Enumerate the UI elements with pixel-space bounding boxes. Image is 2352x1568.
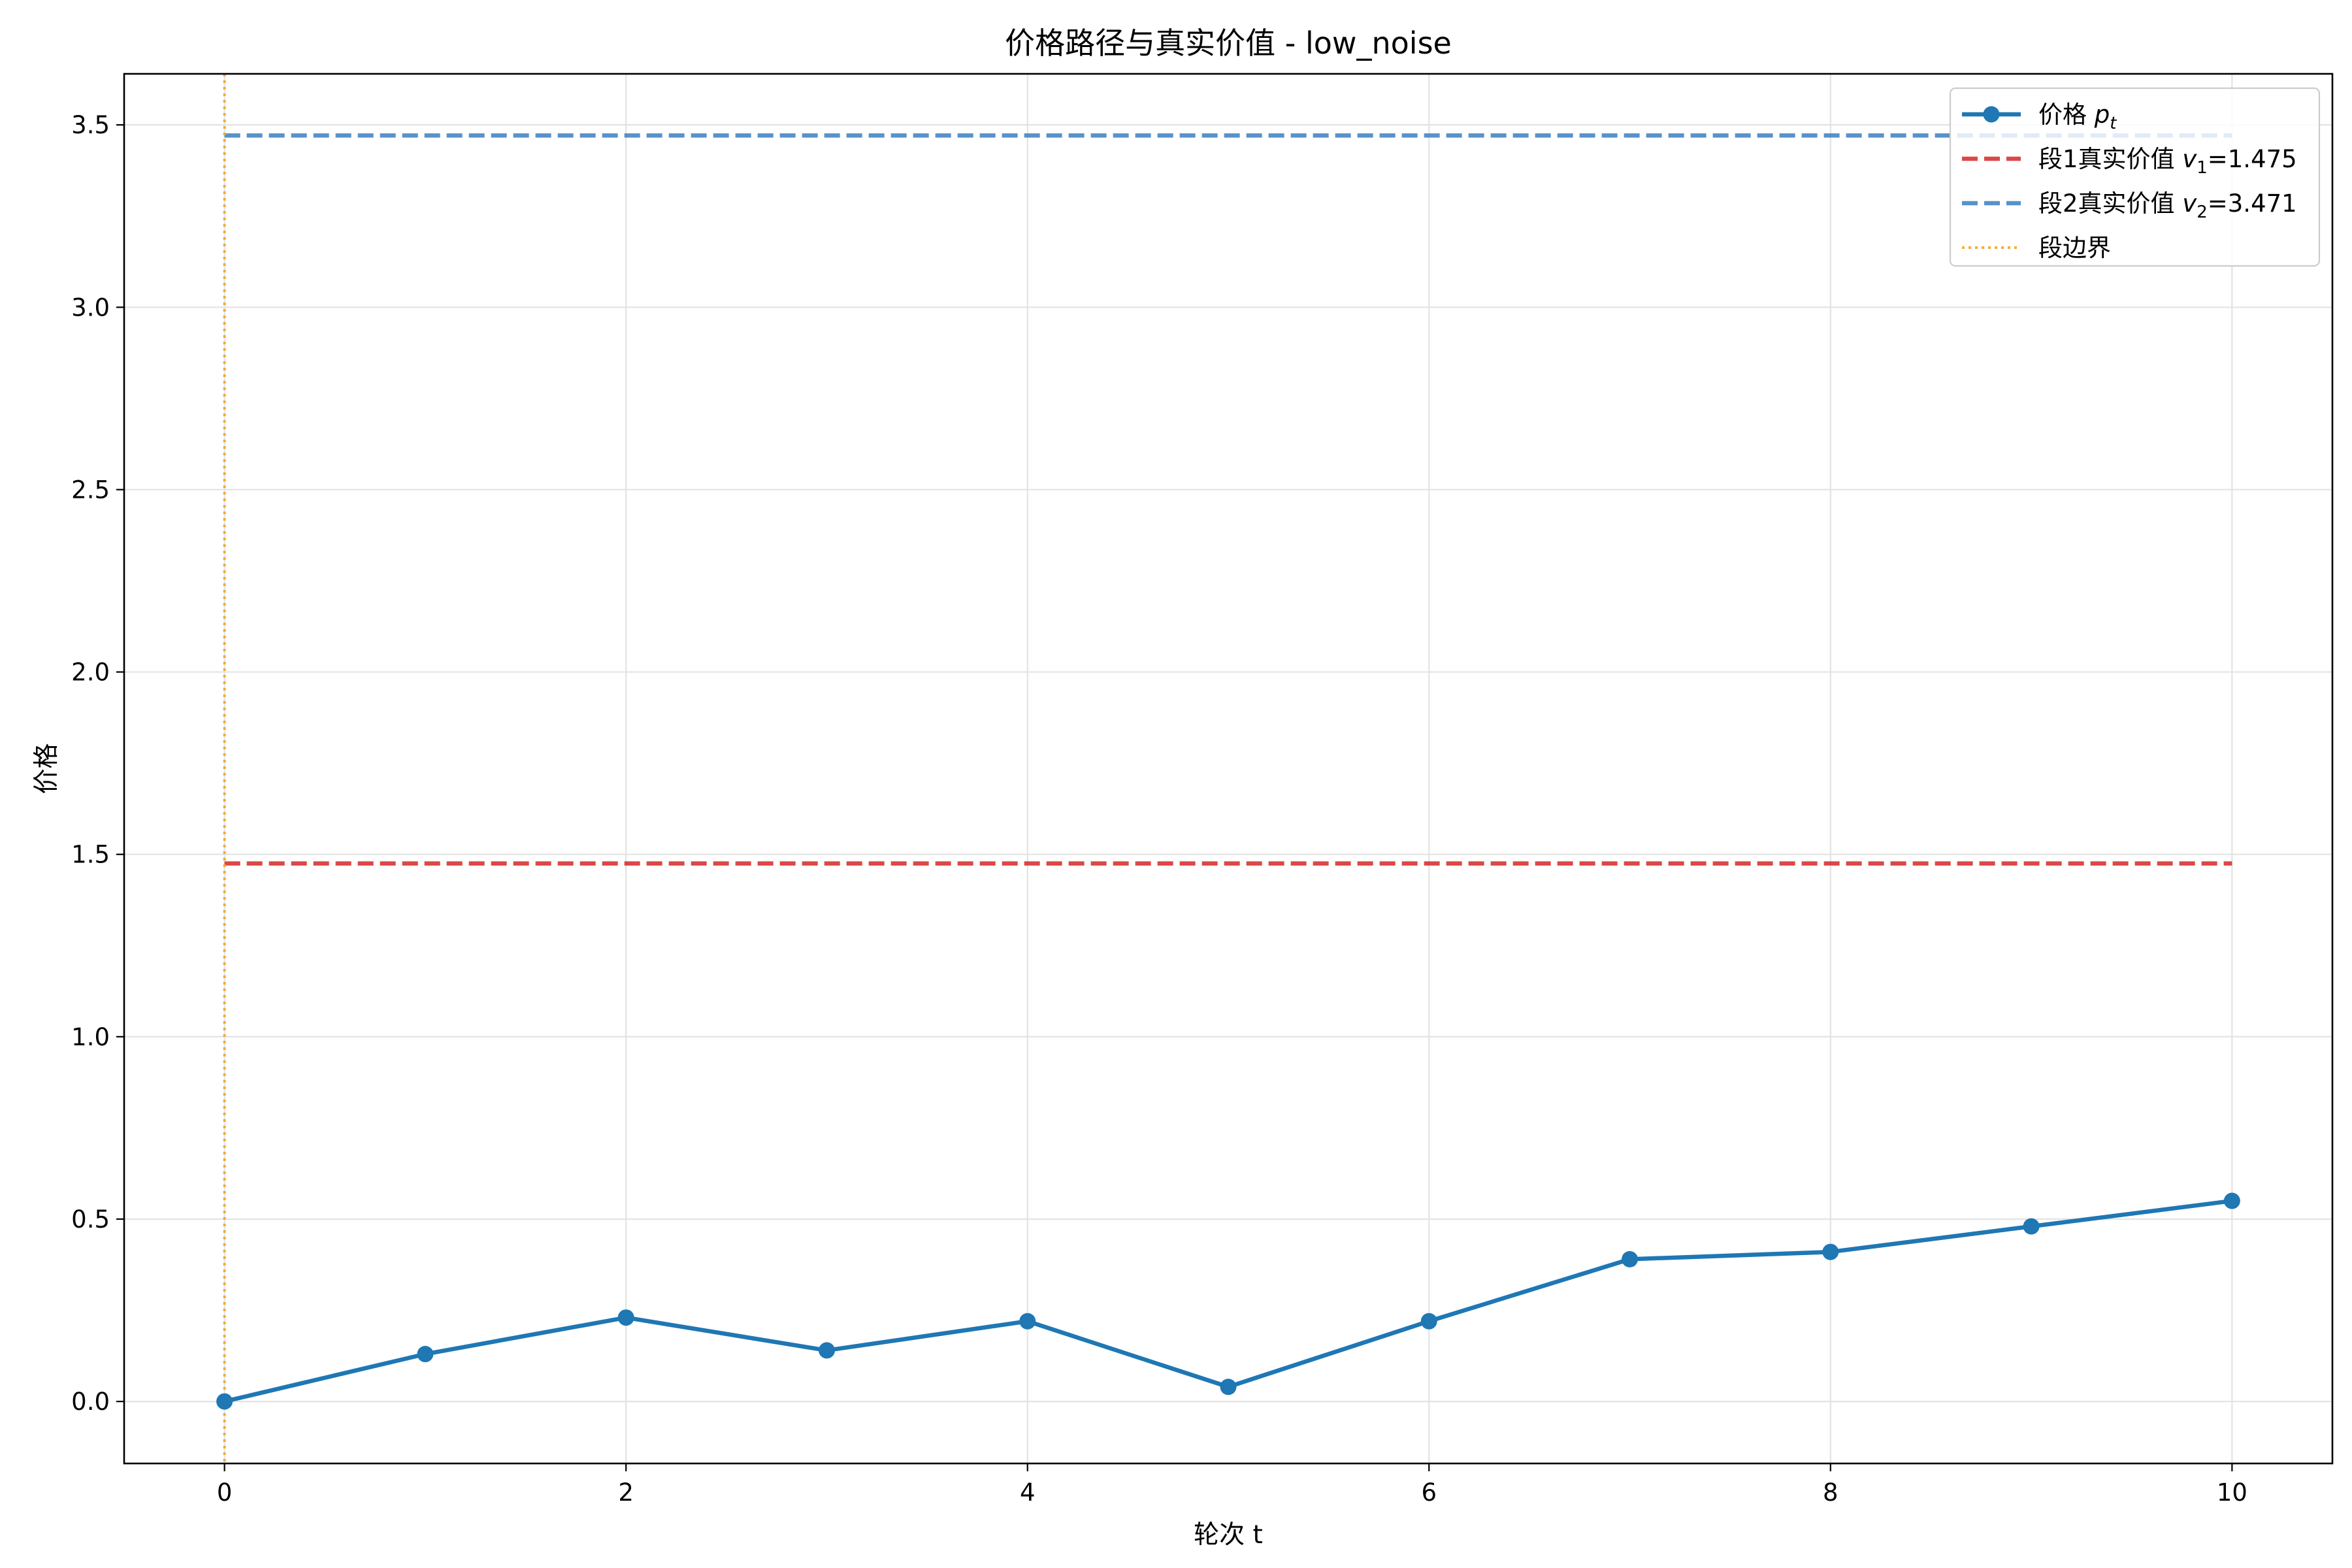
- axis-ticks: 0 2 4 6 8 10 0.0 0.5 1.0 1.5 2.0 2.5 3.0 3.5: [71, 111, 2247, 1507]
- chart-title: 价格路径与真实价值 - low_noise: [1005, 25, 1452, 61]
- plot-series: [216, 74, 2240, 1463]
- grid: [124, 74, 2332, 1463]
- y-tick-label: 1.0: [71, 1023, 110, 1051]
- price-point: [1220, 1379, 1237, 1396]
- x-tick-label: 6: [1421, 1478, 1437, 1507]
- y-tick-label: 0.0: [71, 1388, 110, 1416]
- x-tick-label: 10: [2217, 1478, 2247, 1507]
- price-point: [2023, 1218, 2040, 1235]
- x-tick-label: 4: [1020, 1478, 1036, 1507]
- price-point: [417, 1346, 434, 1363]
- x-tick-label: 0: [217, 1478, 233, 1507]
- legend-label: 段1真实价值 v1=1.475: [2038, 145, 2297, 178]
- price-point: [617, 1309, 634, 1326]
- price-point: [2223, 1192, 2240, 1209]
- legend-label: 段边界: [2038, 234, 2111, 262]
- price-point: [216, 1393, 233, 1410]
- legend-label: 价格 pt: [2038, 101, 2117, 133]
- y-tick-label: 3.5: [71, 111, 110, 139]
- price-point: [818, 1342, 835, 1359]
- y-tick-label: 2.5: [71, 476, 110, 504]
- y-tick-label: 0.5: [71, 1205, 110, 1233]
- axes-frame: [123, 73, 2334, 1465]
- price-point: [1019, 1313, 1036, 1330]
- legend-box: [1949, 87, 2321, 267]
- x-tick-label: 2: [618, 1478, 634, 1507]
- legend-marker-price: [1983, 106, 2000, 123]
- price-point: [1822, 1243, 1839, 1260]
- y-axis-label: 价格: [32, 743, 61, 794]
- y-tick-label: 2.0: [71, 659, 110, 687]
- y-tick-label: 1.5: [71, 841, 110, 869]
- price-point: [1622, 1250, 1639, 1267]
- legend: 价格 pt 段1真实价值 v1=1.475 段2真实价值 v2=3.471 段边界: [1949, 87, 2321, 267]
- x-tick-label: 8: [1823, 1478, 1838, 1507]
- x-axis-label: 轮次 t: [1194, 1520, 1263, 1550]
- legend-label: 段2真实价值 v2=3.471: [2038, 189, 2297, 222]
- price-point: [1420, 1313, 1437, 1330]
- y-tick-label: 3.0: [71, 293, 110, 321]
